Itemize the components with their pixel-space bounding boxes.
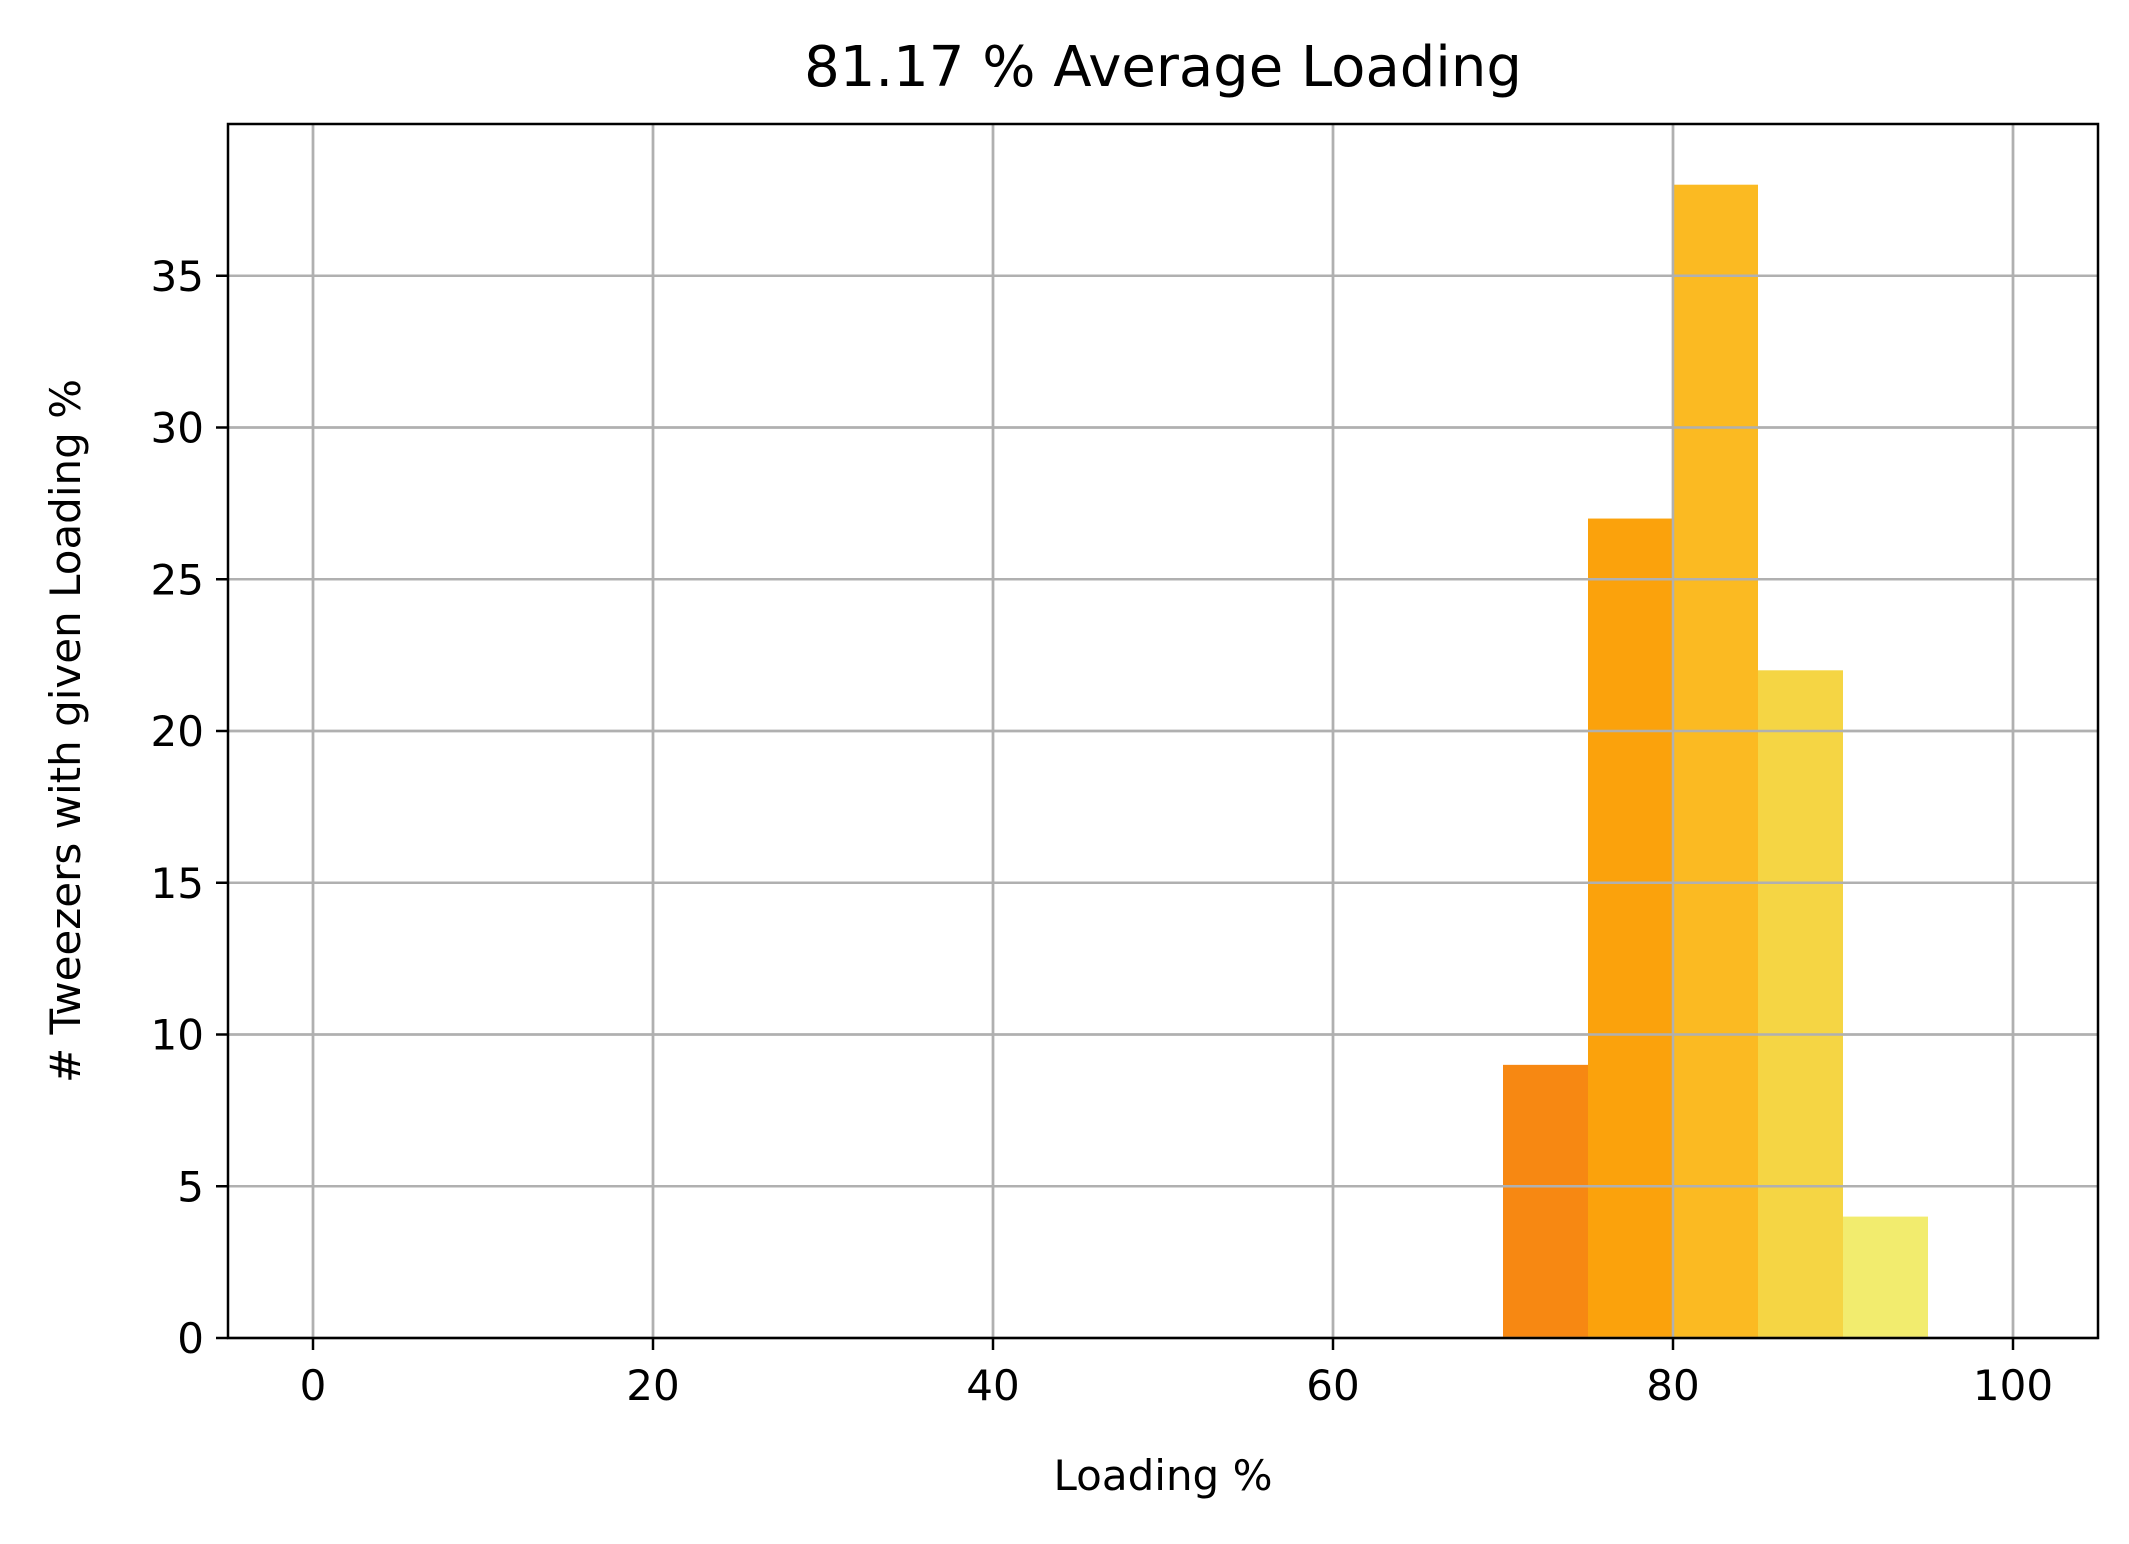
histogram-bar	[1843, 1216, 1928, 1338]
y-tick-label: 10	[151, 1011, 204, 1060]
y-tick-label: 25	[151, 555, 204, 604]
x-tick-label: 60	[1306, 1361, 1359, 1410]
y-tick-label: 30	[151, 404, 204, 453]
x-axis-label: Loading %	[1054, 1451, 1273, 1500]
y-tick-label: 20	[151, 707, 204, 756]
chart-title: 81.17 % Average Loading	[804, 35, 1522, 100]
axis-ticks: 0 20 40 60 80 100 0 5 10 15 20 25 30 35	[151, 252, 2054, 1410]
x-tick-label: 80	[1646, 1361, 1699, 1410]
histogram-bars	[1503, 184, 1928, 1339]
x-tick-label: 100	[1973, 1361, 2053, 1410]
y-tick-label: 35	[151, 252, 204, 301]
y-axis-label: # Tweezers with given Loading %	[41, 379, 90, 1083]
y-tick-label: 0	[177, 1314, 204, 1363]
y-tick-label: 15	[151, 859, 204, 908]
y-tick-label: 5	[177, 1162, 204, 1211]
x-tick-label: 40	[966, 1361, 1019, 1410]
histogram-bar	[1673, 184, 1758, 1339]
x-tick-label: 0	[300, 1361, 327, 1410]
histogram-bar	[1588, 518, 1673, 1338]
histogram-bar	[1503, 1064, 1588, 1338]
x-tick-label: 20	[626, 1361, 679, 1410]
histogram-bar	[1758, 670, 1843, 1338]
